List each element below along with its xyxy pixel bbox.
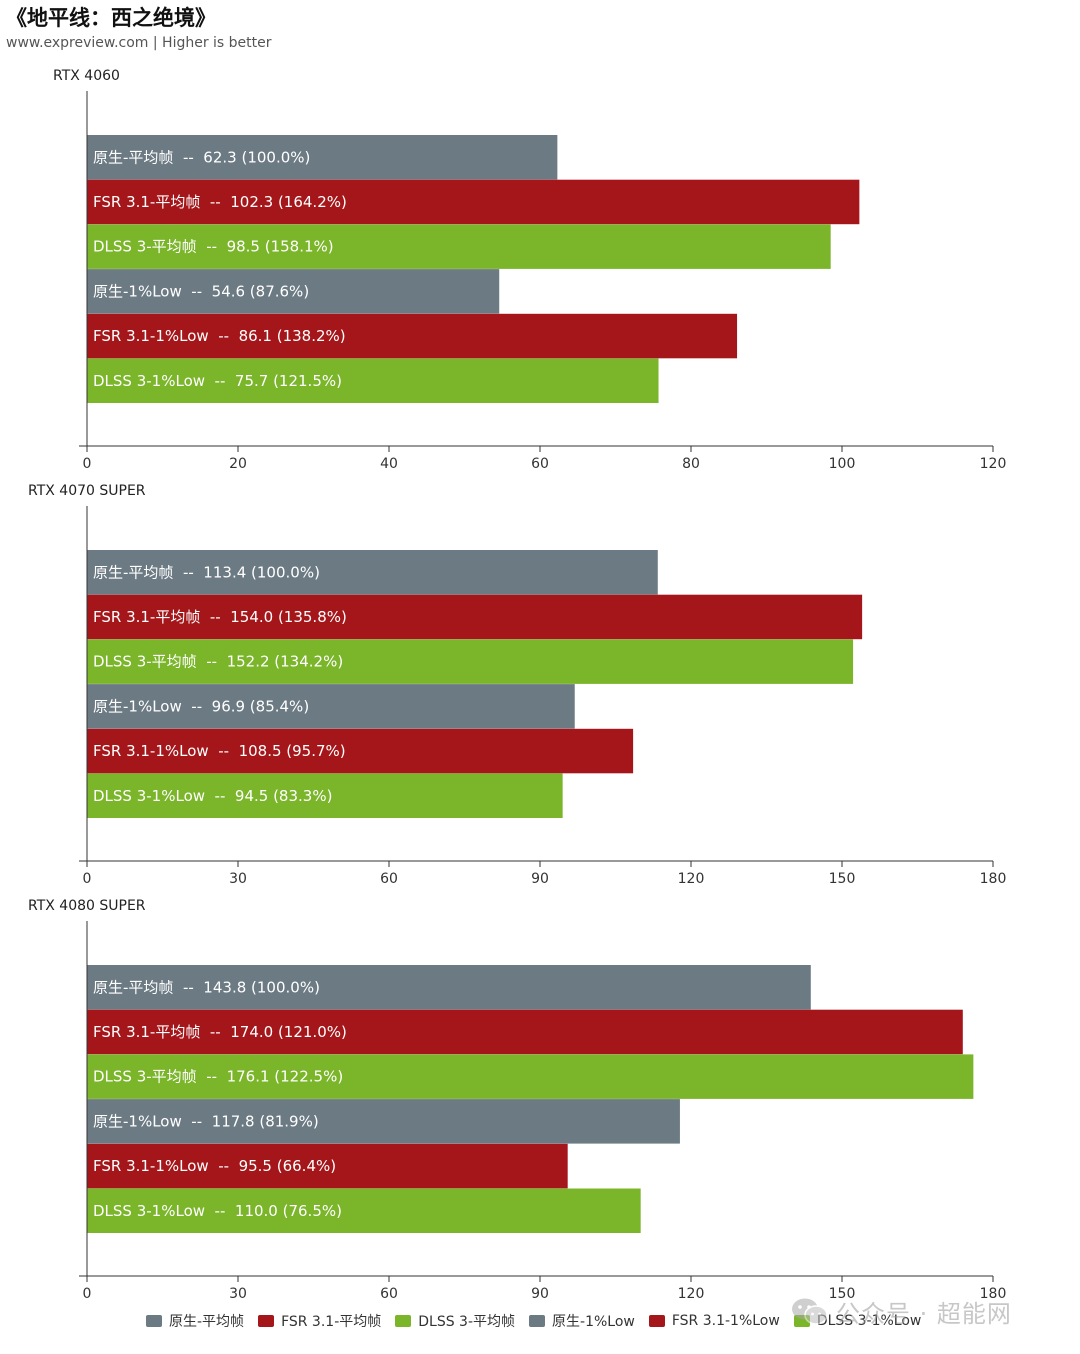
x-tick-label: 0: [83, 1286, 92, 1302]
bar-label: DLSS 3-1%Low -- 94.5 (83.3%): [93, 787, 332, 805]
bar-label: DLSS 3-平均帧 -- 176.1 (122.5%): [93, 1068, 343, 1086]
bar-label: 原生-平均帧 -- 113.4 (100.0%): [93, 563, 320, 581]
bar-chart-svg: 原生-平均帧 -- 62.3 (100.0%) FSR 3.1-平均帧 -- 10…: [79, 91, 1007, 472]
chart-rtx-4070-super: RTX 4070 SUPER 原生-平均帧 -- 113.4 (100.0%) F…: [0, 479, 1080, 889]
bar: [87, 773, 563, 818]
bar-label: DLSS 3-平均帧 -- 98.5 (158.1%): [93, 238, 334, 256]
x-tick-label: 0: [83, 871, 92, 887]
x-tick-label: 60: [531, 456, 549, 472]
legend-swatch: [146, 1315, 162, 1327]
x-tick-label: 100: [829, 456, 856, 472]
wechat-icon: [792, 1298, 828, 1325]
bar: [87, 224, 831, 269]
x-tick-label: 30: [229, 871, 247, 887]
legend-label: FSR 3.1-平均帧: [281, 1314, 382, 1330]
x-tick-label: 180: [980, 1286, 1007, 1302]
x-tick-label: 30: [229, 1286, 247, 1302]
bar-label: DLSS 3-平均帧 -- 152.2 (134.2%): [93, 653, 343, 671]
x-tick-label: 180: [980, 871, 1007, 887]
bar: [87, 728, 634, 774]
bar-label: 原生-1%Low -- 117.8 (81.9%): [93, 1112, 319, 1130]
bar: [87, 135, 558, 180]
legend-item: DLSS 3-平均帧: [395, 1311, 515, 1331]
bar-chart-svg: 原生-平均帧 -- 113.4 (100.0%) FSR 3.1-平均帧 -- 1…: [79, 506, 1007, 887]
x-tick-label: 80: [682, 456, 700, 472]
x-tick-label: 120: [678, 871, 705, 887]
chart-title: RTX 4060: [53, 68, 120, 84]
bar-label: FSR 3.1-平均帧 -- 102.3 (164.2%): [93, 193, 347, 211]
x-tick-label: 60: [380, 1286, 398, 1302]
bar: [87, 179, 860, 225]
bar: [87, 269, 500, 314]
bar: [87, 594, 863, 640]
bar-label: 原生-1%Low -- 54.6 (87.6%): [93, 282, 309, 300]
bar-chart-svg: 原生-平均帧 -- 143.8 (100.0%) FSR 3.1-平均帧 -- 1…: [79, 921, 1007, 1302]
bar: [87, 684, 575, 729]
x-tick-label: 60: [380, 871, 398, 887]
watermark-text: 公众号 · 超能网: [836, 1299, 1012, 1328]
bar: [87, 550, 658, 595]
bar: [87, 1099, 680, 1144]
legend-swatch: [258, 1315, 275, 1327]
legend-swatch: [648, 1315, 665, 1327]
bar-label: 原生-平均帧 -- 62.3 (100.0%): [93, 148, 310, 166]
legend-label: DLSS 3-平均帧: [418, 1314, 516, 1330]
x-tick-label: 90: [531, 1286, 549, 1302]
bar-label: DLSS 3-1%Low -- 110.0 (76.5%): [93, 1202, 342, 1220]
x-tick-label: 20: [229, 456, 247, 472]
legend-label: DLSS 3-1%Low: [816, 1313, 922, 1329]
bar-label: FSR 3.1-1%Low -- 108.5 (95.7%): [93, 742, 346, 760]
x-tick-label: 90: [531, 871, 549, 887]
legend-swatch: [529, 1315, 546, 1327]
bar: [87, 358, 659, 403]
bar-label: FSR 3.1-平均帧 -- 174.0 (121.0%): [93, 1023, 347, 1041]
legend-item: 原生-平均帧: [146, 1311, 244, 1331]
bar: [87, 1143, 568, 1189]
chart-title: RTX 4070 SUPER: [28, 483, 146, 499]
legend-label: 原生-1%Low: [552, 1314, 635, 1330]
legend-item: 原生-1%Low: [529, 1311, 635, 1331]
legend-label: 原生-平均帧: [169, 1314, 245, 1330]
chart-rtx-4080-super: RTX 4080 SUPER 原生-平均帧 -- 143.8 (100.0%) F…: [0, 894, 1080, 1304]
bar-label: FSR 3.1-1%Low -- 86.1 (138.2%): [93, 327, 346, 345]
legend-item: DLSS 3-1%Low: [793, 1313, 922, 1329]
x-tick-label: 150: [829, 871, 856, 887]
legend-item: FSR 3.1-1%Low: [648, 1313, 780, 1329]
chart-main-title: 《地平线：西之绝境》: [6, 6, 216, 30]
bar-label: FSR 3.1-1%Low -- 95.5 (66.4%): [93, 1157, 336, 1175]
legend-label: FSR 3.1-1%Low: [671, 1313, 780, 1329]
bar-label: 原生-1%Low -- 96.9 (85.4%): [93, 697, 309, 715]
x-tick-label: 40: [380, 456, 398, 472]
x-tick-label: 150: [829, 1286, 856, 1302]
x-tick-label: 120: [678, 1286, 705, 1302]
bar-label: 原生-平均帧 -- 143.8 (100.0%): [93, 978, 320, 996]
bar: [87, 313, 738, 359]
bar-label: FSR 3.1-平均帧 -- 154.0 (135.8%): [93, 608, 347, 626]
x-tick-label: 120: [980, 456, 1007, 472]
chart-title: RTX 4080 SUPER: [28, 898, 146, 914]
watermark: 公众号 · 超能网: [790, 1294, 1012, 1328]
x-tick-label: 0: [83, 456, 92, 472]
bar: [87, 1188, 641, 1233]
bar: [87, 1054, 974, 1099]
bar-label: DLSS 3-1%Low -- 75.7 (121.5%): [93, 372, 342, 390]
legend-swatch: [395, 1315, 412, 1327]
chart-legend: 原生-平均帧 FSR 3.1-平均帧 DLSS 3-平均帧 原生-1%Low FSR 3…: [146, 1310, 935, 1332]
bar: [87, 639, 854, 684]
chart-rtx-4060: RTX 4060 原生-平均帧 -- 62.3 (100.0%) FSR 3.1-…: [0, 64, 1080, 474]
bar: [87, 1009, 963, 1055]
bar: [87, 965, 811, 1010]
legend-item: FSR 3.1-平均帧: [258, 1311, 381, 1331]
chart-subtitle: www.expreview.com | Higher is better: [6, 35, 272, 51]
